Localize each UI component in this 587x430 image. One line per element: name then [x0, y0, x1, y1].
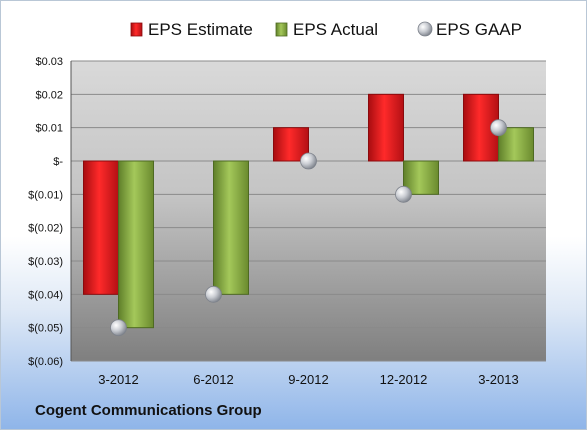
legend-label: EPS GAAP — [436, 20, 522, 39]
bars — [83, 93, 534, 329]
y-tick-label: $(0.01) — [28, 189, 63, 201]
eps-estimate-bar-3-2012 — [83, 160, 119, 295]
y-axis: $0.03 $0.02 $0.01 $- $(0.01) $(0.02) $(0.03) $(… — [28, 56, 72, 368]
y-tick-label: $- — [53, 156, 63, 168]
x-category-label: 12-2012 — [380, 372, 428, 387]
x-category-label: 3-2013 — [478, 372, 518, 387]
y-tick-label: $(0.05) — [28, 323, 63, 335]
legend: EPS Estimate EPS Actual EPS GAAP — [130, 20, 522, 39]
eps-gaap-marker-9-2012 — [300, 152, 317, 170]
legend-label: EPS Estimate — [148, 20, 253, 39]
company-name: Cogent Communications Group — [35, 402, 262, 419]
y-tick-label: $0.02 — [35, 89, 63, 101]
legend-swatch-eps-actual — [275, 22, 288, 37]
legend-label: EPS Actual — [293, 20, 378, 39]
eps-gaap-marker-3-2013 — [490, 119, 507, 137]
eps-gaap-marker-3-2012 — [110, 319, 127, 337]
x-category-label: 9-2012 — [288, 372, 328, 387]
eps-estimate-bar-12-2012 — [368, 93, 404, 162]
y-tick-label: $(0.02) — [28, 223, 63, 235]
eps-gaap-marker-6-2012 — [205, 285, 222, 303]
y-tick-label: $0.01 — [35, 123, 63, 135]
eps-gaap-marker-12-2012 — [395, 185, 412, 203]
eps-actual-bar-6-2012 — [213, 160, 249, 295]
y-tick-label: $0.03 — [35, 56, 63, 68]
x-category-label: 6-2012 — [193, 372, 233, 387]
eps-actual-bar-3-2012 — [118, 160, 154, 329]
legend-swatch-eps-estimate — [130, 22, 143, 37]
y-tick-label: $(0.06) — [28, 356, 63, 368]
y-tick-label: $(0.04) — [28, 289, 63, 301]
x-category-label: 3-2012 — [98, 372, 138, 387]
legend-swatch-eps-gaap — [417, 21, 433, 37]
y-tick-label: $(0.03) — [28, 256, 63, 268]
markers — [110, 119, 507, 337]
x-axis: 3-2012 6-2012 9-2012 12-2012 3-2013 — [98, 372, 518, 387]
